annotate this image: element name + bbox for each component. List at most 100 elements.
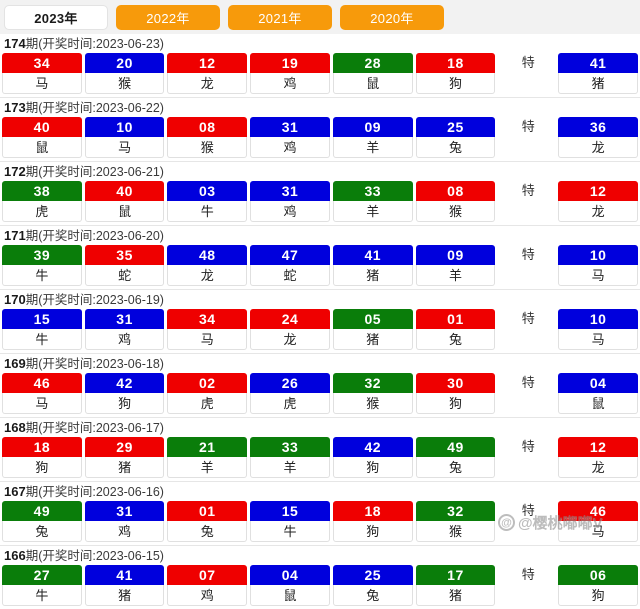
ball-number: 10 — [558, 245, 639, 265]
normal-ball: 30 狗 — [415, 373, 496, 414]
draw-row: 171期(开奖时间:2023-06-20) 39 牛 35 蛇 48 龙 47 蛇 41 猪 09 羊特… — [0, 225, 640, 289]
draw-time-text: 期(开奖时间:2023-06-23) — [25, 37, 164, 51]
draw-time-text: 期(开奖时间:2023-06-21) — [25, 165, 164, 179]
ball-number: 42 — [332, 437, 413, 457]
ball-number: 32 — [332, 373, 413, 393]
ball-number: 24 — [250, 309, 330, 329]
normal-ball: 02 虎 — [167, 373, 248, 414]
ball-number: 31 — [84, 501, 165, 521]
ball-zodiac: 虎 — [2, 201, 82, 222]
ball-number: 33 — [332, 181, 413, 201]
ball-zodiac: 龙 — [558, 137, 639, 158]
normal-ball: 40 鼠 — [2, 117, 82, 158]
draw-time-text: 期(开奖时间:2023-06-19) — [25, 293, 164, 307]
draw-title: 171期(开奖时间:2023-06-20) — [0, 226, 640, 245]
normal-ball: 42 狗 — [332, 437, 413, 478]
normal-ball: 08 猴 — [415, 181, 496, 222]
ball-zodiac: 狗 — [332, 457, 413, 478]
ball-number: 34 — [167, 309, 248, 329]
ball-zodiac: 马 — [2, 393, 82, 414]
ball-zodiac: 鸡 — [84, 521, 165, 542]
ball-number: 40 — [2, 117, 82, 137]
ball-zodiac: 羊 — [415, 265, 496, 286]
ball-zodiac: 鸡 — [167, 585, 248, 606]
normal-ball: 18 狗 — [332, 501, 413, 542]
ball-number: 12 — [558, 181, 639, 201]
ball-number: 27 — [2, 565, 82, 585]
special-ball: 41 猪 — [558, 53, 639, 94]
normal-ball: 10 马 — [84, 117, 165, 158]
year-tab-2023[interactable]: 2023年 — [4, 4, 108, 30]
special-ball: 10 马 — [558, 245, 639, 286]
ball-zodiac: 龙 — [558, 457, 639, 478]
ball-zodiac: 兔 — [2, 521, 82, 542]
year-tab-2020[interactable]: 2020年 — [340, 4, 444, 30]
ball-zodiac: 狗 — [332, 521, 413, 542]
ball-zodiac: 羊 — [167, 457, 248, 478]
ball-number: 30 — [415, 373, 496, 393]
ball-number: 01 — [415, 309, 496, 329]
special-label: 特 — [521, 119, 535, 134]
normal-ball: 25 兔 — [415, 117, 496, 158]
draw-title: 173期(开奖时间:2023-06-22) — [0, 98, 640, 117]
special-label: 特 — [521, 247, 535, 262]
normal-ball: 31 鸡 — [250, 117, 330, 158]
draw-title: 168期(开奖时间:2023-06-17) — [0, 418, 640, 437]
ball-zodiac: 狗 — [415, 73, 496, 94]
ball-zodiac: 鸡 — [250, 73, 330, 94]
ball-zodiac: 羊 — [250, 457, 330, 478]
ball-number: 41 — [558, 53, 639, 73]
year-tab-2022[interactable]: 2022年 — [116, 4, 220, 30]
normal-ball: 34 马 — [167, 309, 248, 350]
special-ball: 04 鼠 — [558, 373, 639, 414]
ball-number: 18 — [415, 53, 496, 73]
ball-number: 20 — [84, 53, 165, 73]
normal-ball: 05 猪 — [332, 309, 413, 350]
ball-number: 04 — [250, 565, 330, 585]
ball-number: 42 — [84, 373, 165, 393]
year-tab-bar: 2023年 2022年 2021年 2020年 — [0, 0, 640, 34]
ball-number: 34 — [2, 53, 82, 73]
ball-zodiac: 蛇 — [250, 265, 330, 286]
ball-zodiac: 猴 — [84, 73, 165, 94]
ball-number: 26 — [250, 373, 330, 393]
ball-number: 17 — [415, 565, 496, 585]
normal-ball: 48 龙 — [167, 245, 248, 286]
ball-number: 07 — [167, 565, 248, 585]
ball-zodiac: 狗 — [84, 393, 165, 414]
special-ball: 46 马 — [558, 501, 639, 542]
ball-zodiac: 狗 — [558, 585, 639, 606]
draw-time-text: 期(开奖时间:2023-06-17) — [25, 421, 164, 435]
draw-title: 167期(开奖时间:2023-06-16) — [0, 482, 640, 501]
ball-number: 18 — [2, 437, 82, 457]
ball-number: 41 — [332, 245, 413, 265]
normal-ball: 34 马 — [2, 53, 82, 94]
ball-zodiac: 鼠 — [2, 137, 82, 158]
ball-number: 09 — [332, 117, 413, 137]
year-tab-2021[interactable]: 2021年 — [228, 4, 332, 30]
draw-row: 168期(开奖时间:2023-06-17) 18 狗 29 猪 21 羊 33 羊 42 狗 49 兔特… — [0, 417, 640, 481]
normal-ball: 24 龙 — [250, 309, 330, 350]
balls-strip: 27 牛 41 猪 07 鸡 04 鼠 25 兔 17 猪特 06 狗 — [0, 565, 640, 609]
ball-zodiac: 蛇 — [84, 265, 165, 286]
draw-title: 172期(开奖时间:2023-06-21) — [0, 162, 640, 181]
normal-ball: 46 马 — [2, 373, 82, 414]
normal-ball: 15 牛 — [2, 309, 82, 350]
draw-time-text: 期(开奖时间:2023-06-18) — [25, 357, 164, 371]
ball-number: 25 — [332, 565, 413, 585]
ball-zodiac: 马 — [558, 329, 639, 350]
ball-number: 31 — [250, 117, 330, 137]
special-label: 特 — [521, 439, 535, 454]
special-label: 特 — [521, 183, 535, 198]
special-ball: 12 龙 — [558, 437, 639, 478]
balls-strip: 46 马 42 狗 02 虎 26 虎 32 猴 30 狗特 04 鼠 — [0, 373, 640, 417]
special-label: 特 — [521, 567, 535, 582]
ball-number: 04 — [558, 373, 639, 393]
balls-strip: 15 牛 31 鸡 34 马 24 龙 05 猪 01 兔特 10 马 — [0, 309, 640, 353]
ball-number: 29 — [84, 437, 165, 457]
ball-number: 09 — [415, 245, 496, 265]
issue-number: 169 — [4, 356, 26, 371]
ball-number: 19 — [250, 53, 330, 73]
normal-ball: 20 猴 — [84, 53, 165, 94]
normal-ball: 18 狗 — [415, 53, 496, 94]
